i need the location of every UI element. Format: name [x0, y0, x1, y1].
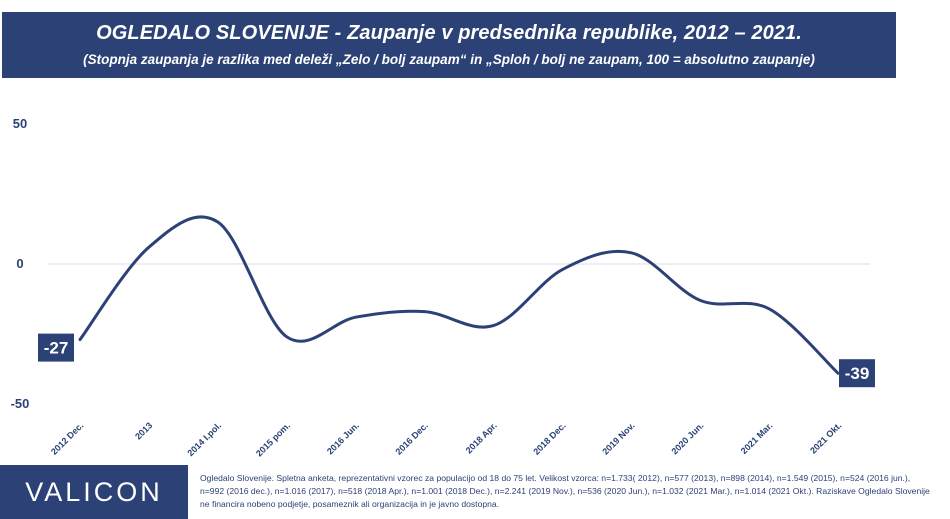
- data-label-box: [839, 359, 875, 388]
- x-tick-label: 2016 Jun.: [325, 420, 361, 456]
- methodology-note: Ogledalo Slovenije. Spletna anketa, repr…: [200, 473, 930, 509]
- x-tick-label: 2018 Dec.: [531, 420, 567, 456]
- data-label-box: [38, 333, 74, 362]
- title-banner: OGLEDALO SLOVENIJE - Zaupanje v predsedn…: [2, 12, 896, 78]
- valicon-logo: VALICON: [0, 465, 188, 519]
- series-line: [78, 215, 840, 375]
- x-tick-label: 2021 Mar.: [739, 420, 775, 456]
- x-tick-label: 2014 I.pol.: [185, 420, 223, 458]
- y-tick-label: 0: [16, 256, 23, 271]
- data-label: -39: [845, 364, 870, 383]
- x-tick-label: 2015 pom.: [254, 420, 292, 458]
- x-tick-label: 2013: [133, 420, 154, 441]
- x-tick-label: 2012 Dec.: [49, 420, 85, 456]
- data-label: -27: [44, 339, 69, 358]
- line-chart: 50 0 -50 2012 Dec. 2013 2014 I.pol. 2015 pom. 2…: [11, 116, 875, 459]
- y-tick-label: -50: [11, 396, 30, 411]
- x-tick-label: 2018 Apr.: [464, 420, 499, 455]
- x-tick-label: 2021 Okt.: [808, 420, 843, 455]
- footer: VALICON Ogledalo Slovenije. Spletna anke…: [0, 463, 950, 519]
- x-tick-label: 2019 Nov.: [600, 420, 636, 456]
- chart-subtitle: (Stopnja zaupanja je razlika med deleži …: [83, 52, 815, 67]
- x-tick-label: 2020 Jun.: [670, 420, 706, 456]
- y-tick-label: 50: [13, 116, 27, 131]
- x-tick-label: 2016 Dec.: [394, 420, 430, 456]
- chart-title: OGLEDALO SLOVENIJE - Zaupanje v predsedn…: [96, 22, 802, 44]
